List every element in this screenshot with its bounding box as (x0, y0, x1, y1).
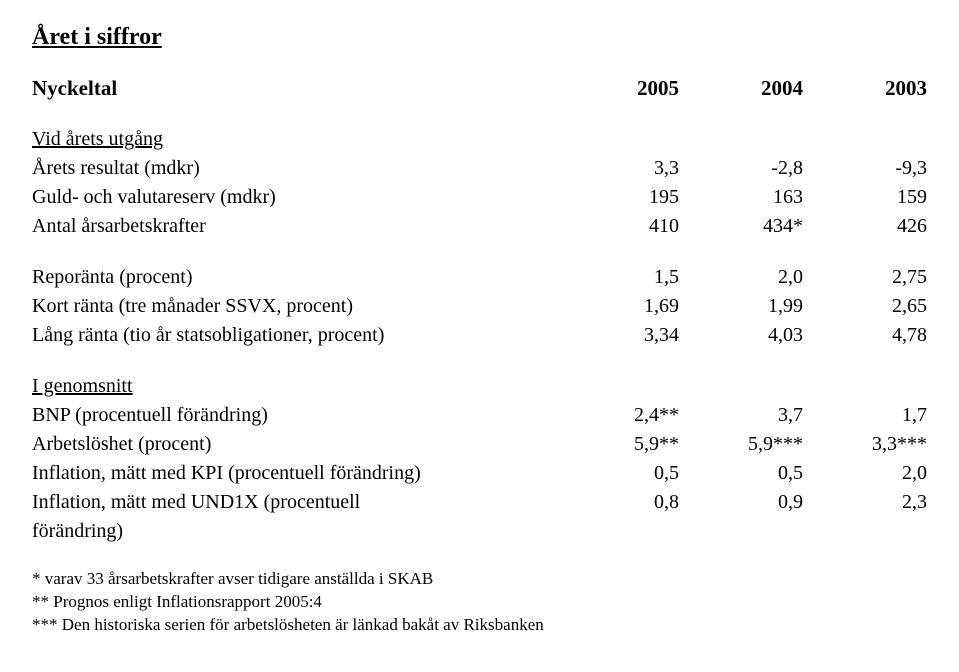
cell: 2,75 (803, 263, 927, 292)
cell: 4,78 (803, 321, 927, 350)
cell: 1,99 (679, 292, 803, 321)
cell: 1,69 (555, 292, 679, 321)
cell: 195 (555, 183, 679, 212)
row-label: Kort ränta (tre månader SSVX, procent) (32, 292, 555, 321)
footnote: *** Den historiska serien för arbetslösh… (32, 614, 927, 637)
section1-heading: Vid årets utgång (32, 125, 555, 154)
row-label: Inflation, mätt med UND1X (procentuell (32, 488, 555, 517)
section-heading-row: I genomsnitt (32, 372, 927, 401)
row-label: Guld- och valutareserv (mdkr) (32, 183, 555, 212)
cell: 3,7 (679, 401, 803, 430)
cell: 426 (803, 212, 927, 241)
header-year-2004: 2004 (679, 73, 803, 103)
row-label: Antal årsarbetskrafter (32, 212, 555, 241)
header-year-2005: 2005 (555, 73, 679, 103)
table-row: Kort ränta (tre månader SSVX, procent) 1… (32, 292, 927, 321)
table-row: Årets resultat (mdkr) 3,3 -2,8 -9,3 (32, 154, 927, 183)
footnote: ** Prognos enligt Inflationsrapport 2005… (32, 591, 927, 614)
cell: 2,4** (555, 401, 679, 430)
table-row: Guld- och valutareserv (mdkr) 195 163 15… (32, 183, 927, 212)
row-label: Arbetslöshet (procent) (32, 430, 555, 459)
table-row: förändring) (32, 517, 927, 546)
cell: 2,0 (803, 459, 927, 488)
cell (679, 517, 803, 546)
cell (555, 517, 679, 546)
cell: 2,3 (803, 488, 927, 517)
cell: -9,3 (803, 154, 927, 183)
cell: 4,03 (679, 321, 803, 350)
row-label: BNP (procentuell förändring) (32, 401, 555, 430)
table-row: Antal årsarbetskrafter 410 434* 426 (32, 212, 927, 241)
cell: 3,34 (555, 321, 679, 350)
row-label: förändring) (32, 517, 555, 546)
cell: 5,9*** (679, 430, 803, 459)
table-row: Reporänta (procent) 1,5 2,0 2,75 (32, 263, 927, 292)
table-row: Arbetslöshet (procent) 5,9** 5,9*** 3,3*… (32, 430, 927, 459)
table-row: Lång ränta (tio år statsobligationer, pr… (32, 321, 927, 350)
row-label: Årets resultat (mdkr) (32, 154, 555, 183)
cell: 434* (679, 212, 803, 241)
header-year-2003: 2003 (803, 73, 927, 103)
table-row: BNP (procentuell förändring) 2,4** 3,7 1… (32, 401, 927, 430)
row-label: Lång ränta (tio år statsobligationer, pr… (32, 321, 555, 350)
cell: 0,9 (679, 488, 803, 517)
table-row: Inflation, mätt med UND1X (procentuell 0… (32, 488, 927, 517)
table-row: Inflation, mätt med KPI (procentuell för… (32, 459, 927, 488)
cell: 2,0 (679, 263, 803, 292)
footnote: * varav 33 årsarbetskrafter avser tidiga… (32, 568, 927, 591)
cell: 410 (555, 212, 679, 241)
cell: 2,65 (803, 292, 927, 321)
row-label: Reporänta (procent) (32, 263, 555, 292)
page-title: Året i siffror (32, 24, 927, 51)
cell: 0,5 (679, 459, 803, 488)
cell: 159 (803, 183, 927, 212)
cell: 0,5 (555, 459, 679, 488)
cell: 1,5 (555, 263, 679, 292)
cell: 163 (679, 183, 803, 212)
section3-heading: I genomsnitt (32, 372, 555, 401)
table-header-row: Nyckeltal 2005 2004 2003 (32, 73, 927, 103)
cell: -2,8 (679, 154, 803, 183)
row-label: Inflation, mätt med KPI (procentuell för… (32, 459, 555, 488)
key-figures-table: Nyckeltal 2005 2004 2003 Vid årets utgån… (32, 73, 927, 546)
footnotes: * varav 33 årsarbetskrafter avser tidiga… (32, 568, 927, 637)
section-heading-row: Vid årets utgång (32, 125, 927, 154)
cell: 3,3 (555, 154, 679, 183)
cell: 1,7 (803, 401, 927, 430)
cell (803, 517, 927, 546)
cell: 0,8 (555, 488, 679, 517)
cell: 3,3*** (803, 430, 927, 459)
header-label: Nyckeltal (32, 73, 555, 103)
cell: 5,9** (555, 430, 679, 459)
